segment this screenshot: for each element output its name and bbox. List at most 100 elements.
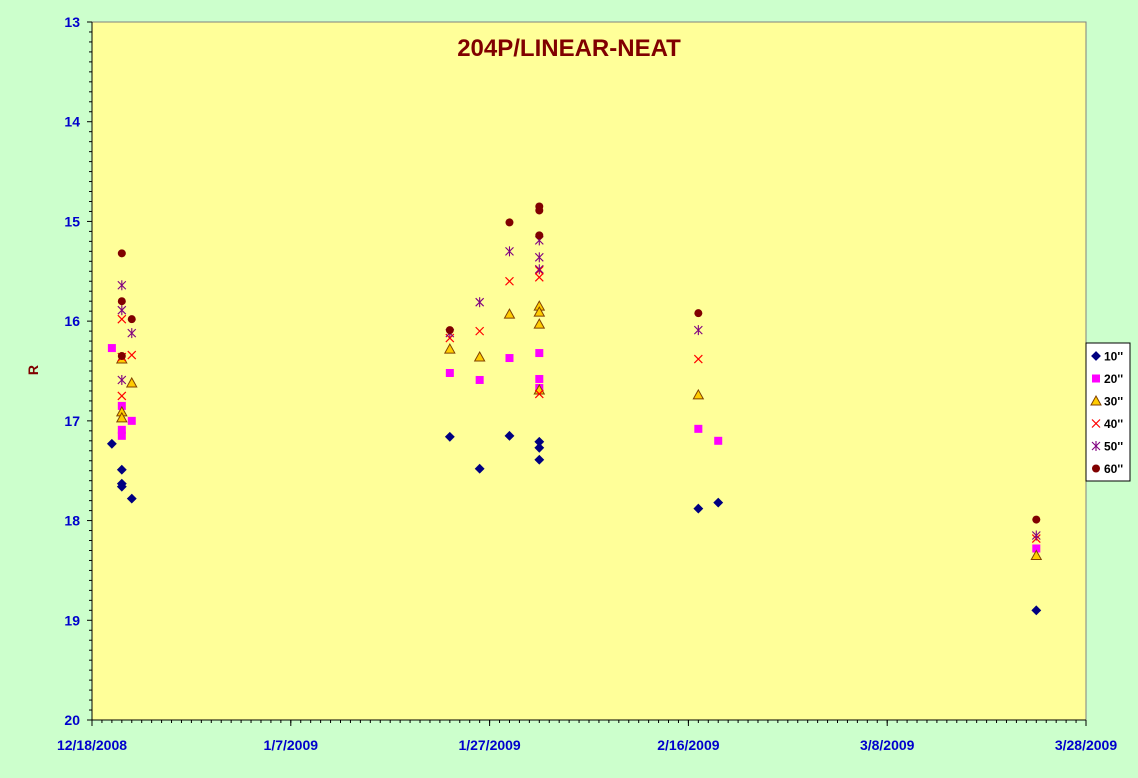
x-tick-label: 1/27/2009: [458, 737, 520, 753]
data-point: [116, 464, 127, 475]
x-tick-label: 12/18/2008: [57, 737, 127, 753]
legend-item: 30'': [1090, 394, 1123, 409]
data-point: [115, 411, 128, 423]
data-point: [694, 309, 703, 318]
legend-marker: [1091, 441, 1101, 451]
data-point: [116, 481, 127, 492]
data-point: [694, 424, 703, 433]
legend-label: 20'': [1104, 372, 1123, 386]
plot-area: [91, 21, 1087, 721]
data-point: [534, 272, 544, 282]
data-point: [1031, 530, 1041, 541]
x-tick-label: 3/28/2009: [1055, 737, 1117, 753]
data-point: [106, 438, 117, 449]
legend-item: 60'': [1092, 462, 1123, 476]
data-point: [1030, 549, 1043, 560]
data-point: [713, 497, 724, 508]
legend-label: 50'': [1104, 440, 1123, 454]
data-point: [535, 349, 544, 358]
y-tick-label: 16: [64, 313, 80, 329]
legend-label: 10'': [1104, 350, 1123, 364]
y-tick-label: 17: [64, 413, 80, 429]
legend-marker: [1090, 394, 1102, 406]
data-point: [693, 325, 703, 336]
y-tick-label: 20: [64, 712, 80, 728]
data-point: [535, 231, 544, 240]
data-point: [534, 442, 545, 453]
data-point: [475, 375, 484, 384]
y-tick-label: 18: [64, 513, 80, 529]
data-point: [117, 297, 126, 306]
data-point: [1031, 605, 1042, 616]
data-point: [443, 343, 456, 354]
data-point: [503, 308, 516, 319]
data-point: [534, 454, 545, 465]
legend: 10'' 20'' 30'' 40'' 50'' 60'': [1085, 342, 1131, 482]
data-point: [505, 218, 514, 227]
y-tick-label: 19: [64, 612, 80, 628]
data-point: [535, 206, 544, 215]
data-point: [475, 297, 485, 308]
data-point: [127, 350, 137, 360]
data-point: [117, 249, 126, 258]
data-point: [693, 503, 704, 514]
x-tick-label: 3/8/2009: [860, 737, 915, 753]
y-axis: 13 14 15 16 17 18 19 20: [64, 14, 93, 728]
data-point: [1032, 515, 1041, 524]
legend-marker: [1092, 374, 1100, 383]
x-tick-label: 2/16/2009: [657, 737, 719, 753]
data-point: [474, 463, 485, 474]
data-point: [475, 326, 485, 336]
legend-item: 10'': [1091, 350, 1123, 364]
data-point: [107, 344, 116, 353]
data-point: [1032, 544, 1041, 553]
data-point: [125, 376, 138, 388]
data-point: [445, 326, 454, 335]
data-point: [117, 314, 127, 324]
data-point: [117, 374, 127, 385]
data-point: [127, 416, 136, 425]
data-points: [106, 202, 1043, 616]
y-tick-label: 13: [64, 14, 80, 30]
data-point: [533, 306, 546, 317]
data-point: [535, 374, 544, 383]
data-point: [444, 431, 455, 442]
data-point: [714, 436, 723, 445]
data-point: [117, 352, 126, 361]
y-tick-label: 15: [64, 213, 80, 229]
data-point: [126, 493, 137, 504]
data-point: [504, 430, 515, 441]
legend-item: 50'': [1091, 440, 1123, 454]
data-point: [505, 276, 514, 286]
data-point: [534, 252, 544, 263]
y-tick-label: 14: [64, 114, 80, 130]
legend-label: 30'': [1104, 395, 1123, 409]
data-point: [693, 354, 703, 364]
legend-label: 60'': [1104, 462, 1123, 476]
series-6: [117, 202, 1041, 524]
data-point: [445, 368, 454, 377]
data-point: [534, 264, 544, 275]
legend-marker: [1092, 464, 1100, 473]
data-point: [127, 328, 137, 339]
data-point: [127, 315, 136, 324]
x-axis: 12/18/2008 1/7/2009 1/27/2009 2/16/2009 3/8/…: [57, 719, 1117, 753]
data-point: [534, 389, 544, 399]
data-point: [505, 246, 514, 257]
series-1: [106, 430, 1042, 616]
legend-marker: [1091, 351, 1101, 361]
data-point: [117, 431, 126, 440]
y-axis-label: R: [25, 365, 41, 375]
x-tick-label: 1/7/2009: [264, 737, 319, 753]
series-5: [117, 235, 1041, 541]
legend-item: 20'': [1092, 372, 1123, 386]
data-point: [117, 425, 126, 434]
data-point: [692, 388, 705, 400]
legend-box: [1085, 342, 1131, 482]
data-point: [505, 354, 514, 363]
legend-label: 40'': [1104, 417, 1123, 431]
data-point: [117, 305, 127, 316]
chart-title: 204P/LINEAR-NEAT: [457, 35, 681, 62]
data-point: [473, 351, 486, 362]
